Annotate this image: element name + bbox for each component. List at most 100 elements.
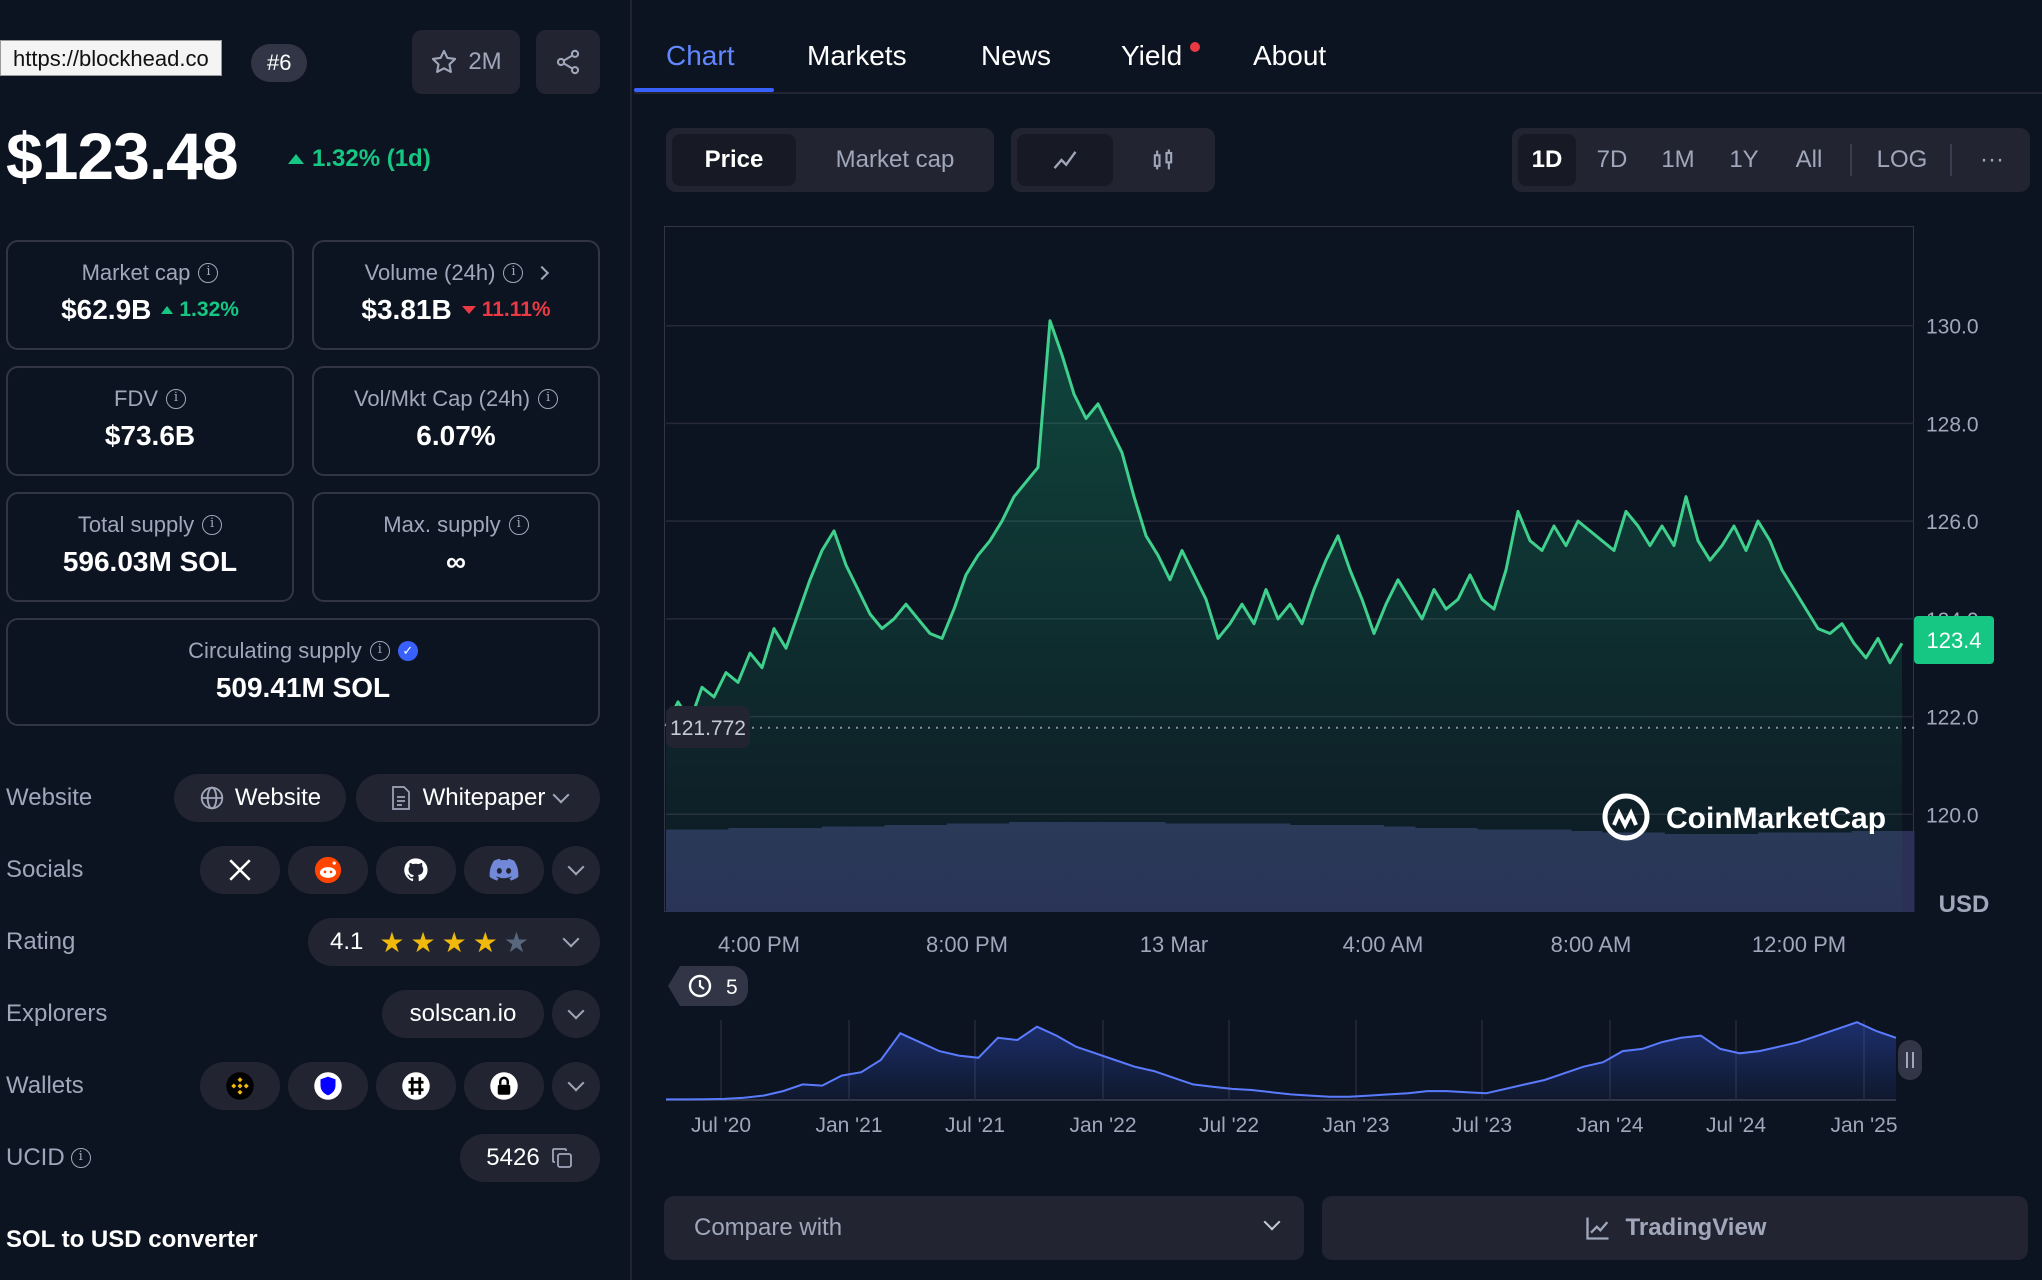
share-button[interactable] bbox=[536, 30, 600, 94]
line-chart-icon bbox=[1053, 151, 1077, 169]
info-icon[interactable]: i bbox=[538, 389, 559, 409]
max-supply-value: ∞ bbox=[446, 546, 466, 577]
chevron-down-icon bbox=[567, 1002, 585, 1020]
whitepaper-button[interactable]: Whitepaper bbox=[356, 774, 600, 822]
tab-yield[interactable]: Yield bbox=[1121, 40, 1183, 71]
whitepaper-button-label: Whitepaper bbox=[422, 784, 546, 811]
vol-mkt-label: Vol/Mkt Cap (24h) bbox=[353, 386, 531, 411]
range-7d[interactable]: 7D bbox=[1596, 146, 1628, 173]
chevron-down-icon bbox=[567, 858, 585, 876]
grid-wallet-icon bbox=[402, 1072, 430, 1100]
candle-chart-toggle[interactable] bbox=[1115, 134, 1211, 186]
rating-button[interactable]: 4.1 ★ ★ ★ ★ ★ bbox=[308, 918, 600, 966]
tab-about[interactable]: About bbox=[1253, 40, 1327, 71]
discord-social-button[interactable] bbox=[464, 846, 544, 894]
info-icon[interactable]: i bbox=[508, 515, 529, 535]
volume-value: $3.81B bbox=[361, 294, 452, 325]
verified-icon: ✓ bbox=[397, 641, 418, 661]
compare-label: Compare with bbox=[694, 1214, 843, 1241]
navigator-x-tick: Jul '20 bbox=[691, 1114, 751, 1137]
divider bbox=[1850, 144, 1852, 176]
globe-icon bbox=[200, 786, 224, 810]
website-button[interactable]: Website bbox=[174, 774, 346, 822]
star-empty-icon: ★ bbox=[503, 926, 529, 958]
wallet-grid-button[interactable] bbox=[376, 1062, 456, 1110]
rating-value: 4.1 bbox=[330, 928, 364, 955]
navigator-handle[interactable] bbox=[1898, 1040, 1922, 1080]
ucid-row: UCID i bbox=[6, 1144, 91, 1172]
info-icon[interactable]: i bbox=[166, 389, 186, 409]
website-button-label: Website bbox=[234, 784, 322, 811]
more-options-button[interactable]: ··· bbox=[1980, 146, 2004, 173]
explorer-label: solscan.io bbox=[409, 1000, 517, 1027]
explorer-link[interactable]: solscan.io bbox=[382, 990, 544, 1038]
info-icon[interactable]: i bbox=[202, 515, 223, 535]
y-tick-label: 128.0 bbox=[1926, 413, 1979, 436]
info-icon[interactable]: i bbox=[70, 1148, 91, 1168]
socials-row-label: Socials bbox=[6, 856, 84, 883]
chevron-down-icon bbox=[567, 1074, 585, 1092]
watchlist-button[interactable]: 2M bbox=[412, 30, 520, 94]
wallets-more-button[interactable] bbox=[552, 1062, 600, 1110]
up-triangle-icon bbox=[161, 306, 174, 314]
info-icon[interactable]: i bbox=[369, 641, 390, 661]
tradingview-button[interactable]: TradingView bbox=[1322, 1196, 2028, 1260]
total-supply-card: Total supply i 596.03M SOL bbox=[6, 492, 294, 602]
fdv-card: FDV i $73.6B bbox=[6, 366, 294, 476]
navigator-x-tick: Jul '21 bbox=[945, 1114, 1005, 1137]
range-all[interactable]: All bbox=[1795, 146, 1823, 173]
up-triangle-icon bbox=[288, 154, 304, 164]
x-tick-label: 8:00 PM bbox=[926, 932, 1008, 957]
wallet-binance-button[interactable] bbox=[200, 1062, 280, 1110]
watermark-text: CoinMarketCap bbox=[1666, 802, 1886, 835]
navigator-line bbox=[666, 1021, 1897, 1101]
info-icon[interactable]: i bbox=[503, 263, 524, 283]
tab-markets[interactable]: Markets bbox=[807, 40, 907, 71]
navigator-x-tick: Jul '23 bbox=[1452, 1114, 1512, 1137]
vol-mkt-value: 6.07% bbox=[416, 420, 496, 451]
socials-more-button[interactable] bbox=[552, 846, 600, 894]
tradingview-label: TradingView bbox=[1625, 1214, 1767, 1241]
price-toggle[interactable]: Price bbox=[672, 134, 796, 186]
market-cap-toggle[interactable]: Market cap bbox=[835, 146, 955, 173]
circulating-supply-card: Circulating supply i ✓ 509.41M SOL bbox=[6, 618, 600, 726]
range-selector: 1D 7D 1M 1Y All LOG ··· bbox=[1512, 128, 2030, 192]
log-scale-toggle[interactable]: LOG bbox=[1876, 146, 1928, 173]
chevron-down-icon bbox=[562, 930, 580, 948]
x-social-button[interactable] bbox=[200, 846, 280, 894]
wallet-trust-button[interactable] bbox=[288, 1062, 368, 1110]
wallet-lock-button[interactable] bbox=[464, 1062, 544, 1110]
events-badge[interactable]: 5 bbox=[668, 966, 748, 1006]
y-tick-label: 126.0 bbox=[1926, 511, 1979, 534]
volume-card[interactable]: Volume (24h) i $3.81B 11.11% bbox=[312, 240, 600, 350]
chart-line-icon bbox=[1585, 1217, 1609, 1240]
compare-with-dropdown[interactable]: Compare with bbox=[664, 1196, 1304, 1260]
ucid-value: 5426 bbox=[486, 1144, 540, 1171]
tab-chart[interactable]: Chart bbox=[666, 40, 735, 71]
range-1y[interactable]: 1Y bbox=[1729, 146, 1759, 173]
wallets-row-label: Wallets bbox=[6, 1072, 84, 1099]
discord-icon bbox=[489, 858, 519, 881]
reddit-social-button[interactable] bbox=[288, 846, 368, 894]
range-1m[interactable]: 1M bbox=[1661, 146, 1695, 173]
navigator-x-tick: Jan '22 bbox=[1069, 1114, 1136, 1137]
total-supply-label: Total supply bbox=[77, 512, 195, 537]
y-tick-label: 130.0 bbox=[1926, 316, 1979, 339]
navigator-area bbox=[666, 1022, 1896, 1100]
range-1d[interactable]: 1D bbox=[1518, 134, 1576, 186]
pause-icon bbox=[1906, 1052, 1914, 1068]
ucid-copy-button[interactable]: 5426 bbox=[460, 1134, 600, 1182]
navigator-x-tick: Jul '22 bbox=[1199, 1114, 1259, 1137]
watchlist-count: 2M bbox=[468, 48, 502, 75]
market-cap-change: 1.32% bbox=[179, 298, 239, 321]
line-chart-toggle[interactable] bbox=[1017, 134, 1113, 186]
tab-news[interactable]: News bbox=[981, 40, 1052, 71]
range-navigator[interactable]: Jul '20 Jan '21 Jul '21 Jan '22 Jul '22 Jan '… bbox=[666, 1020, 1898, 1137]
github-social-button[interactable] bbox=[376, 846, 456, 894]
info-icon[interactable]: i bbox=[198, 263, 219, 283]
explorers-more-button[interactable] bbox=[552, 990, 600, 1038]
notification-dot bbox=[1190, 42, 1200, 52]
currency-label: USD bbox=[1939, 891, 1990, 918]
